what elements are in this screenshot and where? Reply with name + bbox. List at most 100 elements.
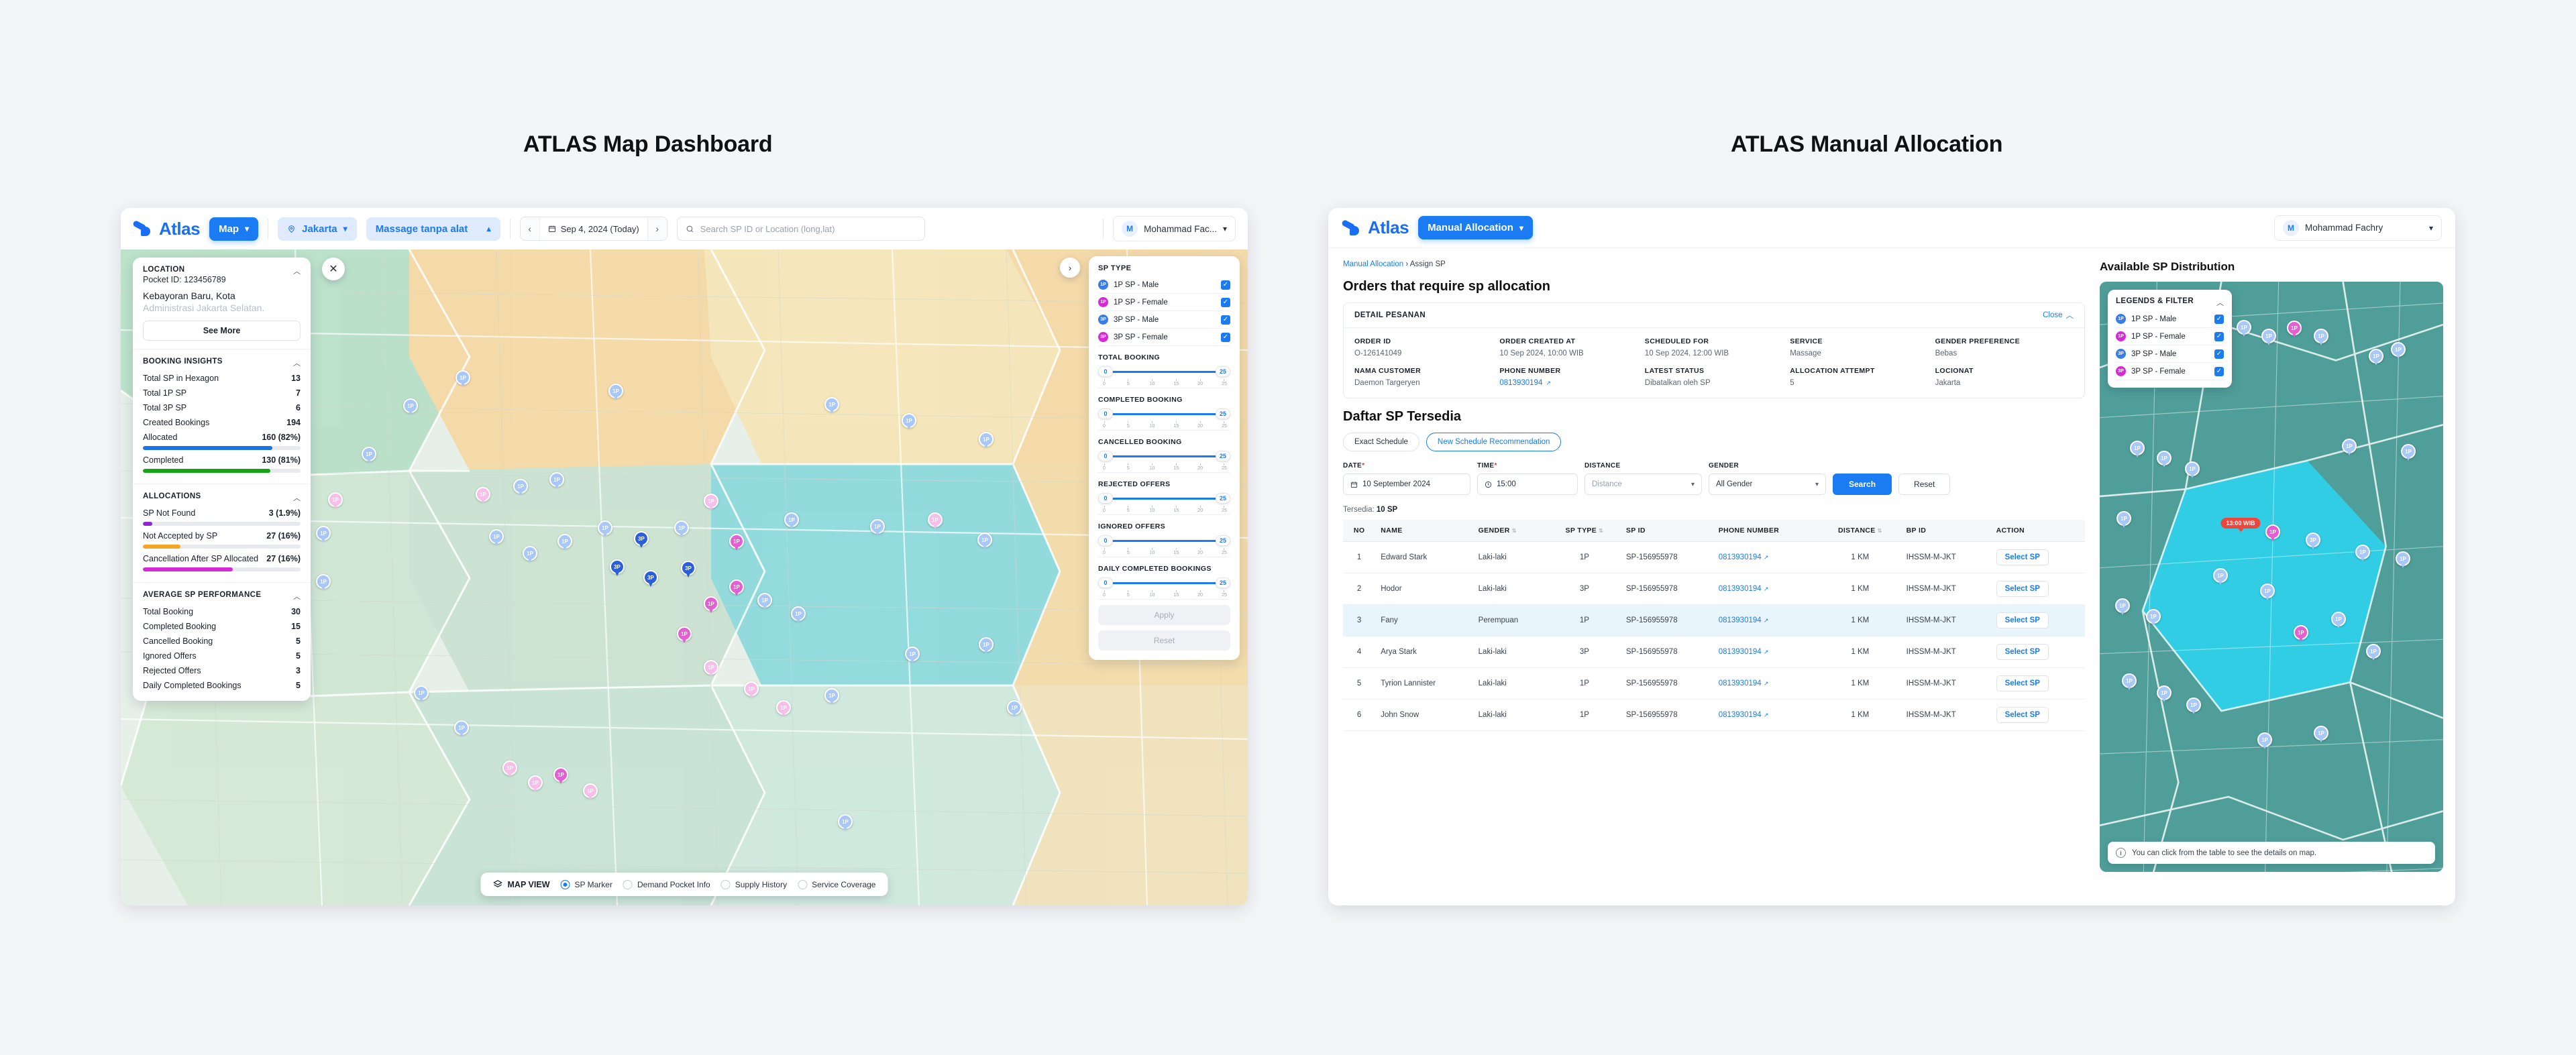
sp-marker[interactable]: 1P [704, 494, 718, 512]
phone-link[interactable]: 0813930194 [1718, 585, 1762, 593]
sp-marker[interactable]: 3P [2306, 533, 2320, 551]
user-menu[interactable]: M Mohammad Fachry ▾ [2274, 215, 2442, 241]
reset-button[interactable]: Reset [1098, 630, 1230, 651]
distance-filter-select[interactable]: Distance ▾ [1585, 474, 1702, 495]
slider-min-handle[interactable]: 0 [1098, 577, 1113, 588]
sp-marker[interactable]: 1P [316, 574, 331, 593]
sp-marker[interactable]: 1P [824, 688, 839, 707]
phone-link[interactable]: 0813930194 [1718, 616, 1762, 624]
cell-action[interactable]: Select SP [1990, 667, 2085, 700]
sp-marker[interactable]: 1P [2257, 732, 2272, 751]
chevron-up-icon[interactable]: ︿ [293, 268, 301, 276]
time-filter-input[interactable]: 15:00 [1477, 474, 1578, 495]
cell-action[interactable]: Select SP [1990, 604, 2085, 636]
cell-action[interactable]: Select SP [1990, 573, 2085, 605]
sp-marker[interactable]: 1P [553, 767, 568, 786]
sp-marker[interactable]: 1P [2314, 329, 2328, 347]
sp-marker[interactable]: 1P [455, 370, 470, 389]
sp-marker[interactable]: 3P [681, 561, 696, 579]
slider-max-handle[interactable]: 25 [1216, 366, 1230, 377]
slider-min-handle[interactable]: 0 [1098, 451, 1113, 461]
apply-button[interactable]: Apply [1098, 605, 1230, 625]
sp-type-item[interactable]: 3P 3P SP - Male ✓ [1098, 311, 1230, 329]
sp-marker[interactable]: 1P [2157, 451, 2171, 469]
sp-marker[interactable]: 1P [583, 783, 598, 802]
sp-type-item-checkbox[interactable]: ✓ [1221, 280, 1230, 290]
sp-marker[interactable]: 1P [776, 700, 791, 719]
cell-phone[interactable]: 0813930194 ↗ [1713, 573, 1820, 605]
cell-phone[interactable]: 0813930194 ↗ [1713, 699, 1820, 731]
phone-link[interactable]: 0813930194 [1718, 648, 1762, 656]
legend-item[interactable]: 3P 3P SP - Male ✓ [2116, 345, 2224, 363]
legend-item[interactable]: 3P 3P SP - Female ✓ [2116, 363, 2224, 380]
chevron-up-icon[interactable]: ︿ [293, 593, 301, 601]
sp-marker[interactable]: 1P [2115, 598, 2130, 617]
sp-marker[interactable]: 1P [784, 512, 799, 531]
filter-slider[interactable]: TOTAL BOOKING 0 25 0 5 10 15 20 25 [1098, 346, 1230, 388]
sp-marker[interactable]: 1P [502, 761, 517, 779]
sp-type-item-checkbox[interactable]: ✓ [1221, 315, 1230, 325]
sp-marker[interactable]: 1P [1007, 700, 1022, 719]
sp-marker[interactable]: 1P [677, 626, 692, 645]
legend-item[interactable]: 1P 1P SP - Male ✓ [2116, 311, 2224, 328]
sp-marker[interactable]: 1P [513, 479, 528, 498]
sp-marker[interactable]: 1P [2265, 524, 2280, 543]
sp-marker[interactable]: 1P [2261, 329, 2276, 347]
sp-marker[interactable]: 1P [729, 579, 744, 598]
sp-marker[interactable]: 1P [2237, 320, 2251, 339]
slider-max-handle[interactable]: 25 [1216, 451, 1230, 461]
sp-marker[interactable]: 1P [928, 512, 943, 531]
sp-marker[interactable]: 1P [2355, 545, 2370, 563]
sp-marker[interactable]: 1P [2401, 444, 2416, 463]
sp-marker[interactable]: 1P [824, 397, 839, 416]
select-sp-button[interactable]: Select SP [1996, 581, 2049, 597]
cell-action[interactable]: Select SP [1990, 636, 2085, 668]
sp-marker[interactable]: 1P [2369, 349, 2383, 368]
sp-marker[interactable]: 1P [2213, 568, 2228, 587]
sp-marker[interactable]: 1P [549, 472, 564, 491]
sp-marker[interactable]: 1P [744, 681, 759, 700]
column-header-gender[interactable]: GENDER ⇅ [1472, 520, 1548, 542]
sp-type-item-checkbox[interactable]: ✓ [1221, 297, 1230, 307]
map-canvas[interactable]: 1P 1P 1P 1P 1P 1P 1P 1P 1P 1P 1P 1P 1P 1… [121, 249, 1248, 905]
column-header-sp-type[interactable]: SP TYPE ⇅ [1548, 520, 1621, 542]
filter-slider[interactable]: CANCELLED BOOKING 0 25 0 5 10 15 20 25 [1098, 431, 1230, 473]
cell-phone[interactable]: 0813930194 ↗ [1713, 636, 1820, 668]
sp-marker[interactable]: 1P [979, 637, 994, 656]
sp-marker[interactable]: 1P [528, 775, 543, 794]
sp-marker[interactable]: 1P [2331, 612, 2346, 630]
sp-type-item[interactable]: 1P 1P SP - Male ✓ [1098, 276, 1230, 294]
table-row[interactable]: 6 John Snow Laki-laki 1P SP-156955978 08… [1343, 699, 2085, 731]
chevron-up-icon[interactable]: ︿ [2216, 299, 2224, 307]
sp-marker[interactable]: 1P [905, 647, 920, 665]
sp-marker[interactable]: 1P [454, 720, 469, 739]
schedule-mode-button[interactable]: Exact Schedule [1343, 433, 1419, 451]
close-detail-button[interactable]: Close ︿ [2043, 310, 2074, 321]
select-sp-button[interactable]: Select SP [1996, 549, 2049, 565]
search-box[interactable] [676, 217, 925, 241]
sp-marker[interactable]: 1P [2287, 321, 2302, 339]
sp-marker[interactable]: 1P [704, 596, 718, 615]
slider-max-handle[interactable]: 25 [1216, 408, 1230, 419]
sp-marker[interactable]: 1P [403, 398, 418, 417]
sp-marker[interactable]: 3P [634, 531, 649, 550]
user-menu[interactable]: M Mohammad Fac... ▾ [1113, 216, 1236, 241]
sp-type-item[interactable]: 3P 3P SP - Female ✓ [1098, 329, 1230, 346]
sp-marker[interactable]: 1P [316, 526, 331, 545]
sp-type-item[interactable]: 1P 1P SP - Female ✓ [1098, 294, 1230, 311]
sp-marker[interactable]: 1P [2122, 673, 2137, 692]
reset-button[interactable]: Reset [1898, 474, 1951, 495]
sp-marker[interactable]: 1P [2185, 461, 2200, 480]
sp-marker[interactable]: 1P [979, 432, 994, 451]
sp-marker[interactable]: 1P [704, 660, 718, 679]
slider-max-handle[interactable]: 25 [1216, 493, 1230, 504]
city-selector[interactable]: Jakarta ▾ [278, 217, 357, 241]
sp-marker[interactable]: 1P [557, 534, 572, 553]
chevron-up-icon[interactable]: ︿ [293, 494, 301, 502]
table-row[interactable]: 5 Tyrion Lannister Laki-laki 1P SP-15695… [1343, 667, 2085, 700]
legend-item-checkbox[interactable]: ✓ [2214, 366, 2224, 376]
service-selector[interactable]: Massage tanpa alat ▴ [366, 217, 500, 241]
sp-marker[interactable]: 1P [902, 413, 916, 432]
slider-min-handle[interactable]: 0 [1098, 535, 1113, 546]
sp-marker[interactable]: 1P [977, 533, 992, 551]
